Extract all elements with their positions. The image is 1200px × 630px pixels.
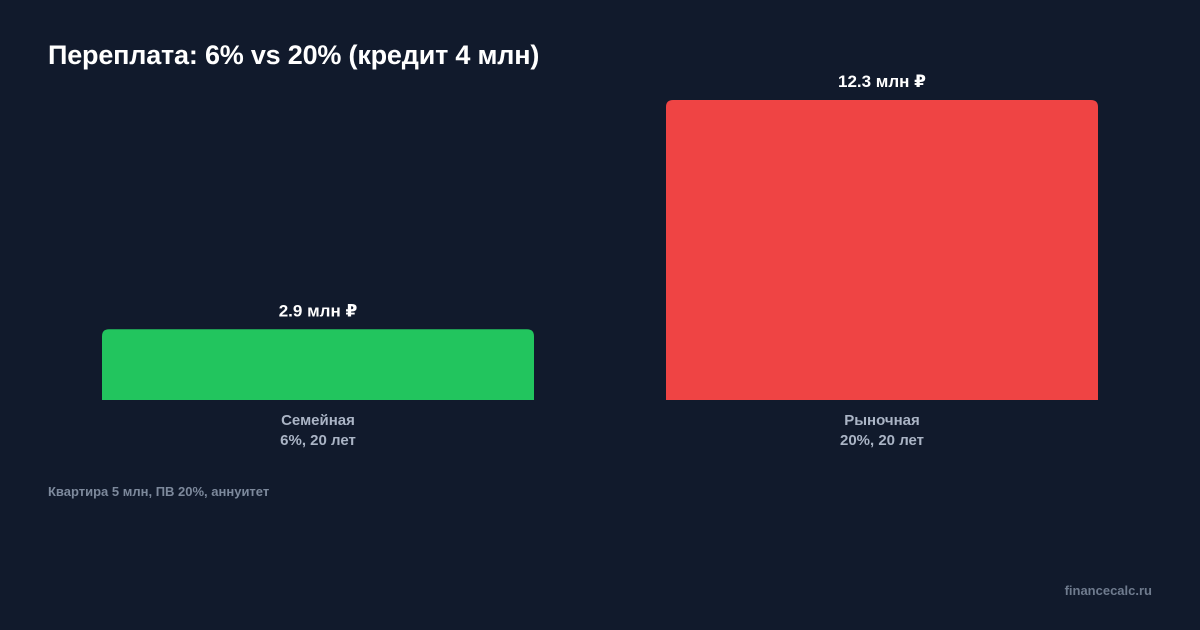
bar-value-label-0: 2.9 млн ₽ [279,301,358,320]
chart-footnote: Квартира 5 млн, ПВ 20%, аннуитет [48,484,270,499]
site-watermark: financecalc.ru [1064,583,1152,598]
category-sublabel-0: 6%, 20 лет [280,432,356,449]
category-sublabel-1: 20%, 20 лет [840,432,924,449]
bar-0 [102,329,534,400]
bar-value-label-1: 12.3 млн ₽ [838,72,926,91]
category-label-1: Рыночная [844,412,920,429]
chart-title: Переплата: 6% vs 20% (кредит 4 млн) [48,40,540,70]
category-label-0: Семейная [281,412,355,429]
bar-1 [666,100,1098,400]
